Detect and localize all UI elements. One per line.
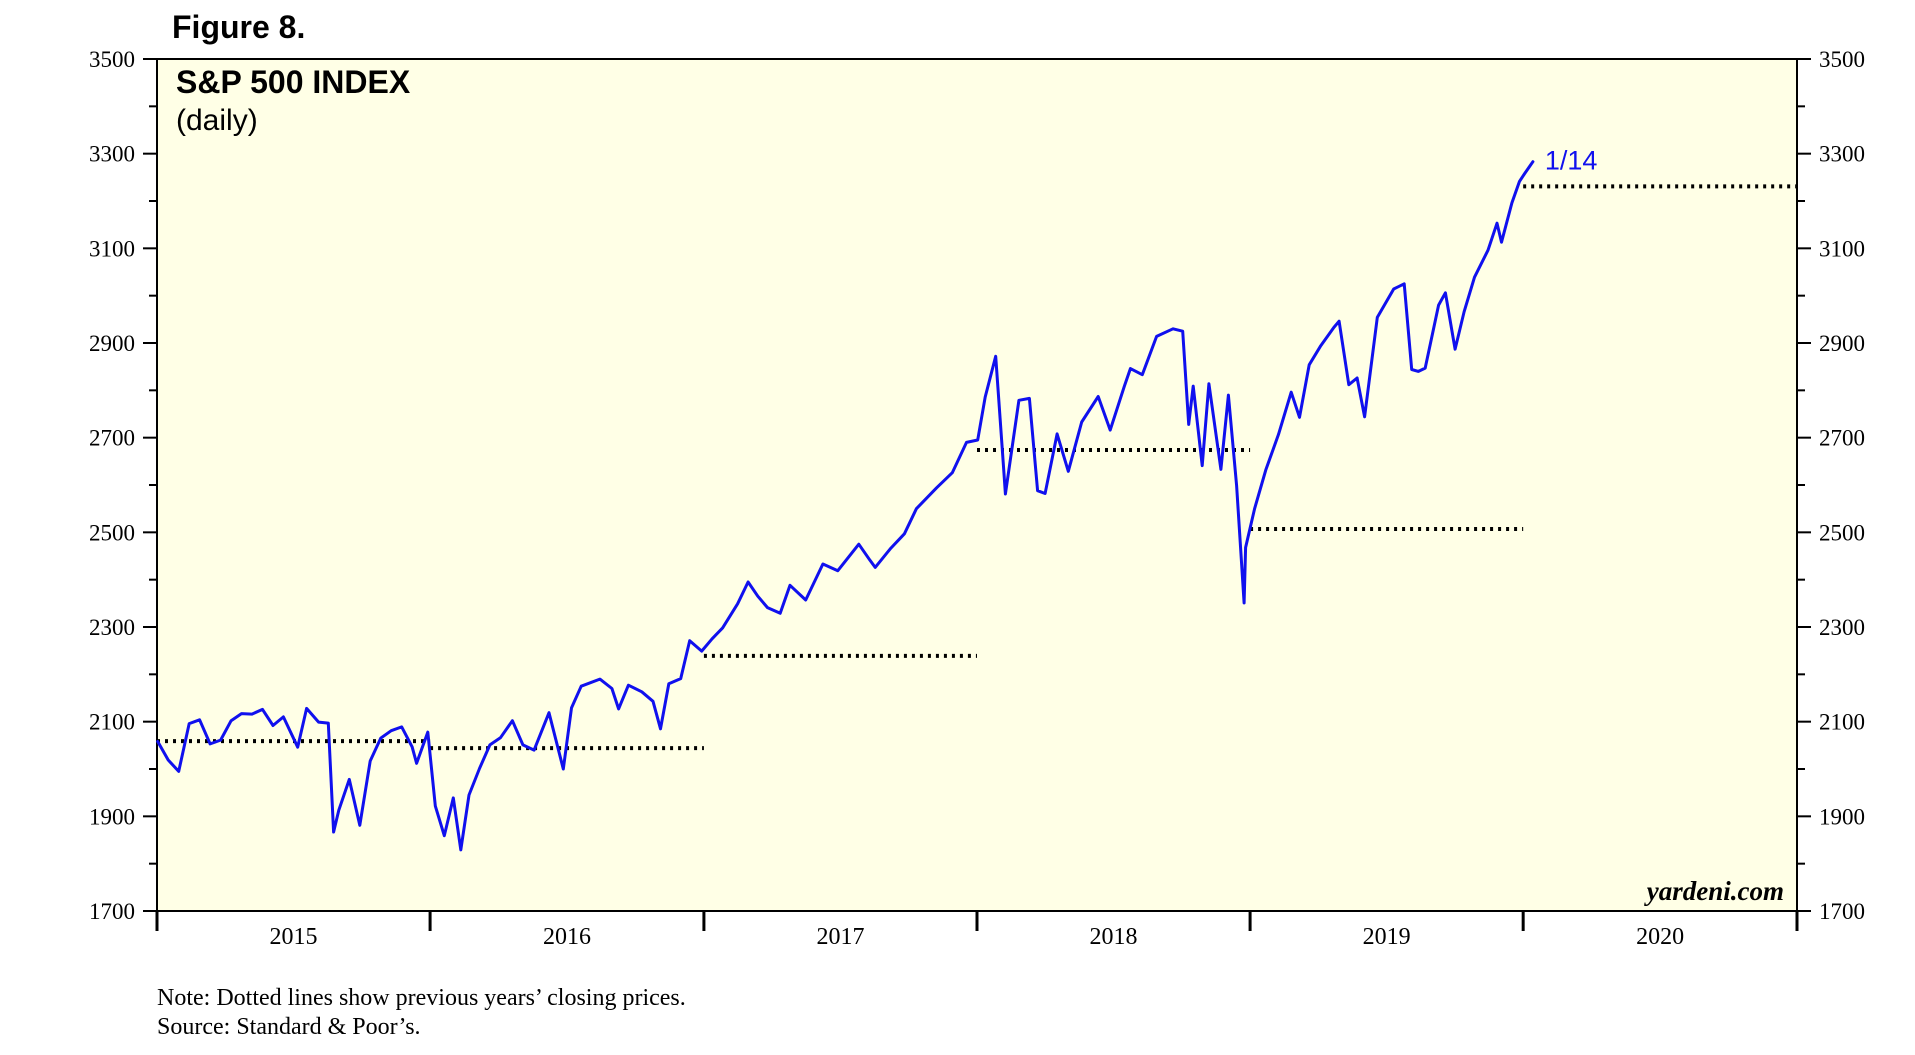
- right-tick-label: 1900: [1819, 804, 1865, 829]
- figure-label: Figure 8.: [172, 9, 305, 45]
- plot-area: [156, 58, 1798, 912]
- right-tick-label: 2300: [1819, 615, 1865, 640]
- right-tick-label: 3500: [1819, 47, 1865, 72]
- left-y-axis: 1700 1900 2100 2300 2500 2700 2900 3100 3300 3500: [89, 47, 157, 924]
- left-tick-label: 1900: [89, 804, 135, 829]
- right-tick-label: 3300: [1819, 142, 1865, 167]
- source-line: Source: Standard & Poor’s.: [157, 1014, 421, 1040]
- right-y-axis: 1700 1900 2100 2300 2500 2700 2900 3100 3300 3500: [1797, 47, 1865, 924]
- right-tick-label: 1700: [1819, 899, 1865, 924]
- x-year-label: 2020: [1636, 924, 1684, 950]
- last-date-annotation: 1/14: [1545, 146, 1598, 176]
- source-credit: yardeni.com: [1644, 876, 1784, 906]
- right-tick-label: 3100: [1819, 236, 1865, 261]
- note-line: Note: Dotted lines show previous years’ …: [157, 985, 686, 1011]
- chart-title: S&P 500 INDEX: [176, 64, 411, 100]
- right-tick-label: 2900: [1819, 331, 1865, 356]
- x-year-label: 2016: [543, 924, 591, 950]
- left-tick-label: 3100: [89, 236, 135, 261]
- x-axis: 2015 2016 2017 2018 2019 2020: [155, 911, 1799, 950]
- left-tick-label: 2900: [89, 331, 135, 356]
- chart-subtitle: (daily): [176, 104, 258, 137]
- left-tick-label: 2500: [89, 520, 135, 545]
- right-tick-label: 2500: [1819, 520, 1865, 545]
- x-year-label: 2017: [816, 924, 864, 950]
- left-tick-label: 2300: [89, 615, 135, 640]
- series-line-sp500: [156, 160, 1535, 852]
- x-year-label: 2015: [270, 924, 318, 950]
- left-tick-label: 1700: [89, 899, 135, 924]
- left-tick-label: 2100: [89, 710, 135, 735]
- x-year-label: 2018: [1090, 924, 1138, 950]
- left-tick-label: 3500: [89, 47, 135, 72]
- right-tick-label: 2100: [1819, 710, 1865, 735]
- left-tick-label: 3300: [89, 142, 135, 167]
- left-tick-label: 2700: [89, 426, 135, 451]
- right-tick-label: 2700: [1819, 426, 1865, 451]
- x-year-label: 2019: [1363, 924, 1411, 950]
